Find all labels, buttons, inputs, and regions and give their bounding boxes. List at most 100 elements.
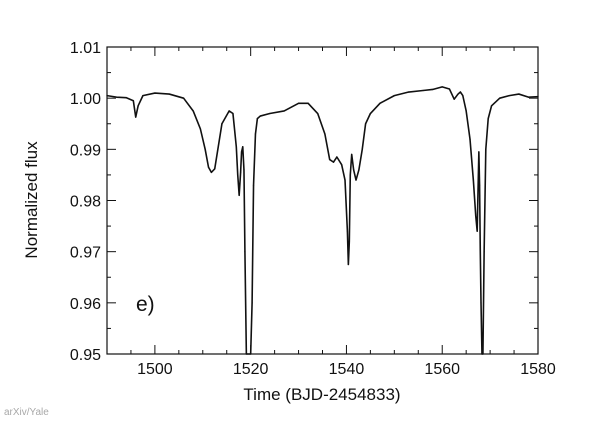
- flux-data-point: [221, 123, 223, 125]
- flux-data-point: [476, 230, 478, 232]
- flux-data-point: [240, 151, 243, 153]
- flux-data-point: [243, 169, 245, 171]
- flux-data-point: [347, 263, 349, 266]
- y-tick-label: 0.99: [70, 142, 101, 159]
- flux-data-point: [480, 302, 482, 304]
- flux-data-point: [214, 168, 216, 170]
- flux-data-point: [142, 95, 144, 97]
- flux-data-point: [457, 93, 459, 95]
- flux-data-point: [235, 146, 237, 148]
- image-credit: arXiv/Yale: [4, 407, 49, 418]
- y-tick-label: 1.00: [70, 91, 101, 108]
- flux-data-point: [256, 118, 258, 120]
- flux-data-point: [483, 251, 485, 253]
- flux-data-point: [518, 93, 520, 95]
- flux-data-point: [481, 353, 483, 355]
- flux-data-point: [307, 102, 309, 104]
- flux-data-point: [283, 110, 285, 112]
- flux-data-point: [244, 251, 246, 253]
- flux-data-point: [408, 91, 410, 93]
- flux-data-point: [135, 116, 137, 118]
- flux-data-point: [365, 123, 367, 125]
- flux-data-point: [252, 184, 255, 186]
- flux-data-point: [472, 179, 474, 181]
- flux-data-point: [259, 115, 261, 117]
- series-layer: [106, 86, 539, 355]
- flux-data-point: [459, 91, 462, 93]
- flux-data-point: [228, 110, 230, 112]
- x-tick-label: 1500: [137, 361, 173, 378]
- flux-data-point: [537, 96, 539, 98]
- y-tick-label: 0.98: [70, 194, 101, 211]
- flux-data-point: [238, 194, 240, 196]
- flux-data-point: [346, 230, 349, 232]
- flux-data-point: [349, 174, 351, 176]
- flux-series-line: [106, 86, 539, 355]
- x-tick-label: 1540: [329, 361, 365, 378]
- flux-data-point: [248, 353, 250, 355]
- flux-data-point: [297, 102, 300, 104]
- flux-data-point: [199, 128, 201, 130]
- flux-data-point: [478, 151, 480, 153]
- flux-data-point: [237, 174, 239, 176]
- flux-data-point: [448, 88, 451, 90]
- y-tick-labels: 0.95 0.96 0.97 0.98 0.99 1.00 1.01: [70, 40, 101, 364]
- flux-data-point: [379, 102, 381, 104]
- x-tick-label: 1520: [233, 361, 269, 378]
- flux-data-point: [344, 179, 346, 181]
- flux-data-point: [351, 153, 353, 156]
- flux-data-point: [432, 88, 434, 91]
- y-axis-label: Normalized flux: [22, 141, 41, 259]
- flux-data-point: [137, 105, 139, 107]
- flux-data-point: [462, 95, 464, 97]
- flux-data-point: [336, 156, 338, 158]
- flux-data-point: [183, 97, 185, 99]
- flux-data-point: [465, 110, 467, 112]
- flux-data-point: [329, 158, 331, 161]
- flux-data-point: [242, 146, 244, 148]
- x-tick-label: 1580: [520, 361, 556, 378]
- flux-data-point: [499, 97, 501, 99]
- flux-data-point: [361, 148, 363, 150]
- x-axis-label: Time (BJD-2454833): [243, 385, 400, 404]
- flux-data-point: [245, 353, 247, 355]
- flux-data-point: [250, 353, 252, 355]
- plot-frame: [106, 46, 539, 355]
- x-tick-label: 1560: [424, 361, 460, 378]
- flux-data-point: [353, 169, 355, 171]
- y-tick-label: 0.96: [70, 296, 101, 313]
- flux-data-point: [332, 161, 335, 163]
- flux-data-point: [453, 98, 455, 100]
- flux-data-point: [469, 138, 471, 140]
- flux-data-point: [251, 302, 253, 304]
- flux-data-point: [482, 353, 484, 355]
- flux-data-point: [490, 105, 493, 107]
- flux-data-point: [441, 86, 443, 88]
- flux-data-point: [106, 95, 108, 97]
- flux-data-point: [355, 179, 357, 181]
- flux-data-point: [487, 118, 489, 120]
- flux-data-point: [210, 171, 212, 173]
- flux-data-point: [527, 96, 530, 98]
- flux-data-point: [240, 171, 242, 173]
- flux-data-point: [317, 112, 319, 115]
- flux-data-point: [358, 169, 360, 171]
- flux-data-point: [485, 148, 487, 150]
- flux-data-point: [475, 215, 477, 217]
- flux-data-point: [324, 133, 326, 135]
- flux-data-point: [154, 92, 156, 94]
- flux-data-point: [369, 112, 371, 115]
- y-tick-label: 0.97: [70, 245, 101, 262]
- flux-data-point: [477, 184, 479, 186]
- flux-data-point: [393, 95, 395, 97]
- flux-data-point: [508, 95, 510, 97]
- y-tick-label: 1.01: [70, 40, 101, 57]
- flux-data-point: [204, 148, 206, 150]
- flux-data-point: [207, 166, 210, 168]
- flux-data-point: [422, 89, 424, 92]
- x-tick-labels: 1500 1520 1540 1560 1580: [137, 361, 556, 378]
- flux-data-point: [232, 112, 234, 115]
- flux-data-point: [269, 112, 271, 115]
- flux-data-point: [341, 164, 343, 166]
